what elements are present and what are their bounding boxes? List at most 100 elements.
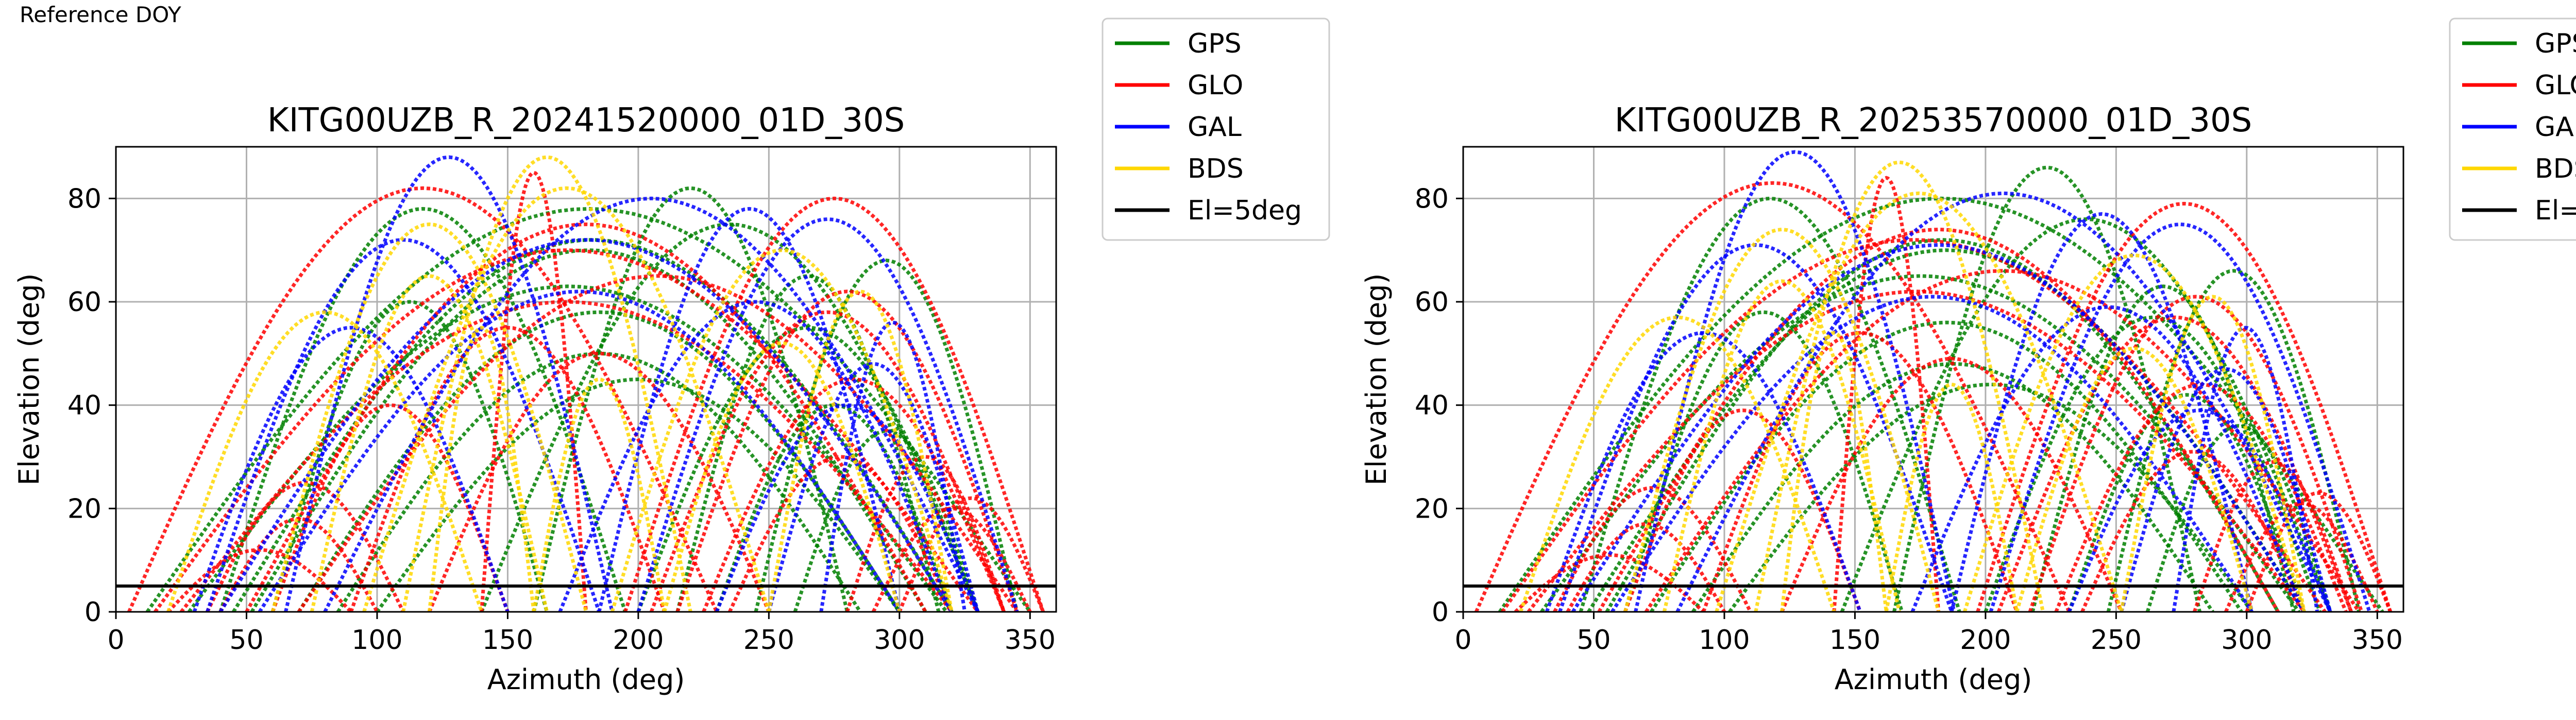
arc-glo-1: [1527, 289, 2306, 612]
legend-label-el-5deg: El=5deg: [1188, 195, 1302, 226]
plot-area: [127, 155, 1045, 612]
x-tick-label-200: 200: [1960, 625, 2011, 656]
arc-bds-2: [362, 186, 771, 612]
arc-bds-8: [166, 310, 484, 612]
legend-label-gal: GAL: [2535, 112, 2576, 143]
arc-glo-19: [728, 455, 954, 612]
y-axis-label: Elevation (deg): [1360, 273, 1393, 486]
chart-panel-right: 0 50 100 150 200 250 300 350 0 20 40 60 80 Azimuth (d…: [1360, 18, 2576, 696]
arc-glo-2: [1553, 486, 1752, 612]
arc-gal-1: [258, 289, 901, 612]
chart-title: KITG00UZB_R_20241520000_01D_30S: [267, 101, 905, 140]
arc-gps-3: [297, 310, 901, 612]
arc-bds-4: [1780, 331, 1888, 612]
arc-gal-4: [1910, 305, 2306, 612]
legend-label-bds: BDS: [2535, 153, 2576, 184]
arc-gal-11: [636, 217, 1019, 612]
arc-glo-13: [871, 506, 1032, 612]
arc-glo-8: [480, 170, 588, 612]
legend: GPS GLO GAL BDS El=5deg: [2449, 18, 2576, 241]
x-tick-label-100: 100: [351, 625, 402, 656]
arc-gal-3: [1675, 191, 2332, 612]
arc-gal-2: [1634, 150, 1956, 612]
x-tick-label-50: 50: [229, 625, 263, 656]
arc-gps-7: [1984, 315, 2322, 612]
arc-gal-5: [597, 207, 902, 612]
y-tick-label-40: 40: [1415, 390, 1449, 421]
arc-glo-16: [1475, 181, 2071, 612]
arc-gps-15: [793, 429, 980, 612]
arc-gal-3: [323, 196, 980, 612]
arc-gps-10: [232, 238, 954, 612]
y-tick-label-60: 60: [1415, 287, 1449, 318]
arc-glo-6: [1702, 331, 2019, 612]
x-tick-label-200: 200: [613, 625, 664, 656]
x-tick-label-300: 300: [2221, 625, 2272, 656]
arc-gps-12: [2106, 269, 2361, 612]
arc-gps-4: [336, 351, 862, 612]
arc-gps-13: [145, 207, 1032, 612]
y-tick-label-80: 80: [67, 183, 101, 214]
arc-gal-2: [284, 155, 614, 612]
arc-glo-18: [1623, 408, 1862, 612]
arc-glo-6: [349, 325, 666, 612]
arc-glo-17: [623, 196, 1045, 612]
arc-gal-9: [715, 403, 980, 612]
arc-gps-1: [218, 207, 627, 612]
legend-label-glo: GLO: [2535, 70, 2576, 101]
x-axis-label: Azimuth (deg): [487, 663, 685, 696]
arc-gal-8: [192, 325, 510, 612]
arc-bds-9: [2015, 346, 2254, 612]
arc-gal-8: [1545, 331, 1862, 612]
arc-gal-0: [218, 238, 954, 612]
x-tick-label-150: 150: [482, 625, 533, 656]
arc-glo-17: [1976, 201, 2393, 612]
axes-frame: [1462, 146, 2404, 613]
legend-label-gal: GAL: [1188, 112, 1242, 143]
arc-gps-15: [2145, 424, 2332, 612]
x-tick-label-350: 350: [2352, 625, 2403, 656]
arc-gps-5: [480, 222, 980, 612]
arc-bds-7: [2120, 295, 2306, 612]
x-tick-label-0: 0: [107, 625, 124, 656]
arc-glo-5: [1644, 269, 2361, 612]
legend-box: [1101, 18, 1330, 241]
arc-gps-11: [270, 300, 549, 612]
chart-title: KITG00UZB_R_20253570000_01D_30S: [1615, 101, 2252, 140]
arc-gps-2: [250, 248, 927, 612]
y-tick-label-20: 20: [67, 493, 101, 524]
arc-glo-0: [154, 248, 979, 612]
arc-bds-6: [610, 248, 954, 612]
y-tick-label-20: 20: [1415, 493, 1449, 524]
x-tick-label-250: 250: [743, 625, 794, 656]
arc-gps-0: [1540, 274, 2301, 612]
arc-bds-5: [532, 377, 667, 612]
x-tick-label-150: 150: [1829, 625, 1880, 656]
legend-label-glo: GLO: [1188, 70, 1243, 101]
arc-glo-15: [2245, 491, 2392, 612]
arc-bds-1: [1662, 279, 1902, 612]
arc-glo-12: [845, 455, 1006, 612]
arc-gps-8: [675, 274, 941, 612]
arc-glo-10: [2028, 295, 2364, 612]
legend-label-gps: GPS: [2535, 28, 2576, 59]
arc-gal-4: [558, 300, 954, 612]
arc-gal-10: [1558, 243, 1954, 612]
arc-gps-6: [532, 186, 849, 612]
y-tick-label-0: 0: [1432, 597, 1449, 628]
page-title: Reference DOY: [20, 2, 181, 27]
arc-gps-2: [1605, 238, 2280, 612]
x-tick-label-250: 250: [2091, 625, 2142, 656]
arc-glo-0: [1501, 238, 2327, 612]
x-tick-label-300: 300: [874, 625, 925, 656]
arc-bds-7: [767, 289, 954, 612]
arc-bds-6: [1962, 253, 2306, 612]
x-tick-label-350: 350: [1005, 625, 1056, 656]
arc-bds-5: [1884, 382, 2019, 612]
y-tick-label-40: 40: [67, 390, 101, 421]
arc-glo-13: [2224, 501, 2379, 612]
x-tick-label-100: 100: [1699, 625, 1750, 656]
arc-bds-0: [270, 222, 588, 612]
x-tick-label-0: 0: [1454, 625, 1471, 656]
arc-glo-14: [166, 548, 352, 612]
